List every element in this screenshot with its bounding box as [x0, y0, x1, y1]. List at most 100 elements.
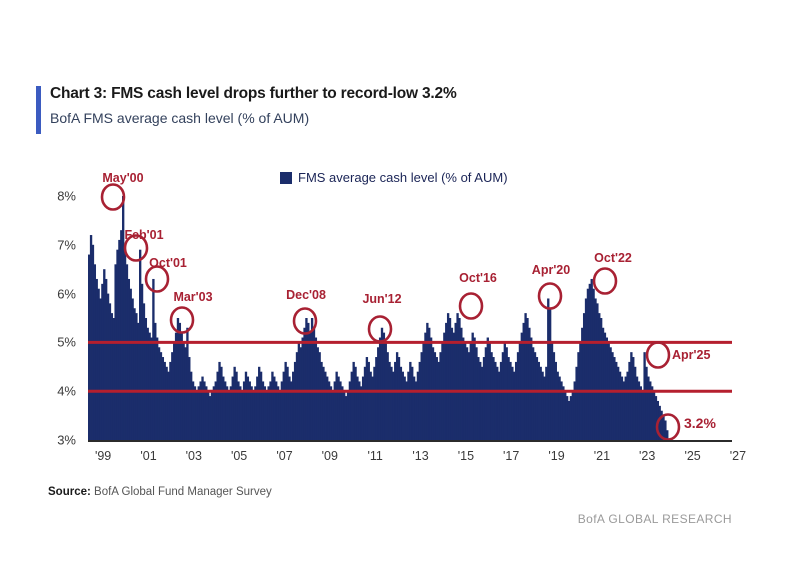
- bar: [511, 366, 514, 440]
- bar: [392, 371, 395, 440]
- bar: [639, 386, 642, 440]
- bar: [195, 391, 199, 440]
- bar: [157, 347, 161, 440]
- bar: [101, 283, 104, 440]
- bar: [303, 327, 306, 440]
- bar: [165, 366, 168, 440]
- bar: [218, 361, 221, 440]
- bar: [167, 371, 170, 440]
- bar: [193, 386, 197, 440]
- bar: [418, 361, 421, 440]
- bar: [178, 322, 182, 440]
- bar: [237, 381, 240, 440]
- bar: [482, 357, 486, 440]
- bar: [599, 318, 603, 440]
- bar: [660, 410, 663, 440]
- bar: [114, 264, 117, 440]
- bar: [496, 366, 499, 440]
- bar: [307, 322, 310, 440]
- annotation-circle-oct-22: [592, 267, 618, 295]
- source-note: Source: BofA Global Fund Manager Survey: [48, 486, 272, 498]
- annotation-label-apr-25: Apr'25: [672, 348, 711, 362]
- bar: [110, 313, 114, 440]
- bar: [361, 376, 365, 440]
- bar: [180, 332, 183, 440]
- bar: [244, 371, 248, 440]
- bar: [405, 381, 408, 440]
- bar: [530, 337, 533, 440]
- bar: [258, 366, 261, 440]
- legend-swatch-fms-cash: [280, 171, 292, 184]
- bar: [624, 376, 627, 440]
- y-axis-labels: 3% 4% 5% 6% 7% 8%: [0, 0, 88, 561]
- bar: [411, 366, 414, 440]
- bar: [547, 298, 550, 440]
- bar: [320, 361, 323, 440]
- annotation-circle-jun-12: [367, 315, 393, 343]
- y-tick-label: 8%: [57, 188, 76, 204]
- bar: [210, 391, 214, 440]
- bar: [197, 386, 200, 440]
- bar: [269, 381, 272, 440]
- bar: [360, 386, 363, 440]
- bar: [201, 376, 204, 440]
- bar: [250, 386, 253, 440]
- bar: [505, 347, 508, 440]
- bar: [305, 318, 308, 440]
- bar: [352, 361, 355, 440]
- annotation-circle-dec-08: [292, 307, 318, 335]
- bar: [369, 371, 372, 440]
- bar: [588, 283, 591, 440]
- bar: [120, 230, 123, 440]
- bar: [467, 352, 471, 440]
- bar: [214, 381, 217, 440]
- bar: [89, 235, 93, 440]
- bar: [575, 366, 578, 440]
- bar: [378, 337, 382, 440]
- annotation-circle-mar-03: [169, 306, 195, 334]
- bar: [643, 352, 646, 440]
- bar: [331, 391, 335, 440]
- annotation-label-oct-22: Oct'22: [594, 251, 632, 265]
- legend-label-fms-cash: FMS average cash level (% of AUM): [298, 170, 508, 185]
- bar: [263, 386, 267, 440]
- bar: [292, 371, 295, 440]
- bar: [554, 361, 557, 440]
- bar: [123, 249, 127, 440]
- bar: [577, 352, 580, 440]
- bar: [216, 371, 219, 440]
- bar: [592, 288, 595, 440]
- bar: [290, 381, 293, 440]
- bar: [335, 371, 338, 440]
- bar: [582, 313, 586, 440]
- bar: [620, 376, 624, 440]
- bar: [548, 308, 552, 440]
- x-tick-label: '19: [548, 449, 565, 463]
- x-tick-label: '01: [140, 449, 157, 463]
- bar: [522, 322, 525, 440]
- bar: [594, 298, 597, 440]
- chart-legend: FMS average cash level (% of AUM): [280, 170, 508, 185]
- bar: [310, 318, 314, 440]
- bar: [394, 361, 397, 440]
- bar: [191, 381, 195, 440]
- bar: [492, 357, 495, 440]
- bar: [373, 366, 376, 440]
- bar: [322, 366, 325, 440]
- bar: [273, 376, 276, 440]
- bar: [507, 357, 510, 440]
- bar: [499, 361, 503, 440]
- bar: [666, 430, 669, 440]
- bar: [337, 376, 340, 440]
- bar: [212, 386, 216, 440]
- source-text: BofA Global Fund Manager Survey: [90, 486, 272, 498]
- bar: [537, 361, 540, 440]
- bar: [299, 347, 302, 440]
- bar: [390, 366, 393, 440]
- annotation-label-3-2: 3.2%: [684, 415, 716, 431]
- bar: [382, 332, 386, 440]
- bar: [633, 366, 637, 440]
- bar: [443, 332, 446, 440]
- brand-footer: BofA GLOBAL RESEARCH: [577, 512, 732, 526]
